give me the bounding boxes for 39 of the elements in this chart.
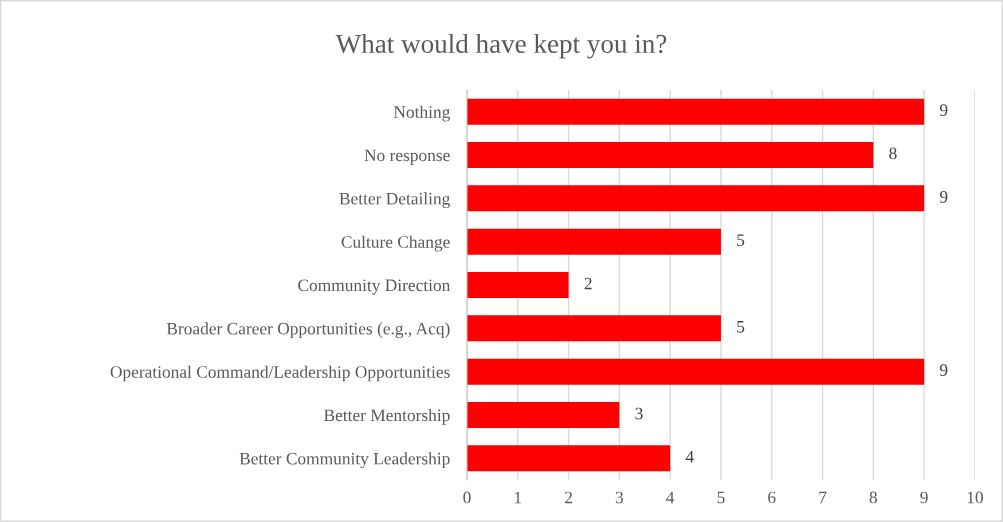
- data-label: 9: [939, 191, 948, 203]
- x-tick-label: 7: [819, 491, 827, 504]
- bar: [467, 401, 620, 428]
- bar: [467, 271, 569, 298]
- data-label: 5: [737, 321, 745, 333]
- x-tick-label: 1: [514, 491, 522, 504]
- chart-title: What would have kept you in?: [335, 33, 667, 59]
- x-tick-label: 0: [463, 491, 471, 504]
- data-label: 9: [939, 104, 948, 116]
- x-tick-label: 5: [717, 491, 725, 504]
- y-tick-label: No response: [364, 149, 450, 165]
- data-label: 2: [584, 277, 592, 290]
- x-tick-label: 3: [615, 491, 624, 504]
- y-tick-label: Better Mentorship: [324, 408, 450, 425]
- bar: [467, 315, 721, 342]
- bar: [467, 141, 874, 168]
- y-tick-label: Better Community Leadership: [239, 452, 450, 469]
- x-tick-label: 2: [565, 491, 572, 504]
- bar: [467, 98, 925, 125]
- bar: [467, 445, 671, 472]
- bar: [467, 228, 721, 255]
- y-tick-label: Nothing: [393, 105, 450, 122]
- y-tick-label: Culture Change: [341, 235, 450, 252]
- bar: [467, 185, 925, 212]
- y-tick-label: Community Direction: [298, 279, 451, 295]
- data-label: 9: [939, 364, 948, 376]
- bar: [467, 358, 925, 385]
- x-tick-label: 10: [967, 491, 983, 504]
- y-tick-label: Better Detailing: [339, 192, 450, 209]
- data-label: 4: [685, 451, 694, 463]
- data-label: 5: [737, 234, 745, 246]
- x-tick-label: 8: [869, 491, 878, 504]
- x-tick-label: 6: [768, 491, 776, 504]
- data-label: 8: [889, 147, 897, 160]
- y-tick-label: Operational Command/Leadership Opportunities: [110, 365, 450, 382]
- x-tick-label: 4: [666, 491, 675, 504]
- x-tick-label: 9: [920, 491, 928, 504]
- data-label: 3: [635, 407, 643, 420]
- y-tick-label: Broader Career Opportunities (e.g., Acq): [166, 322, 450, 339]
